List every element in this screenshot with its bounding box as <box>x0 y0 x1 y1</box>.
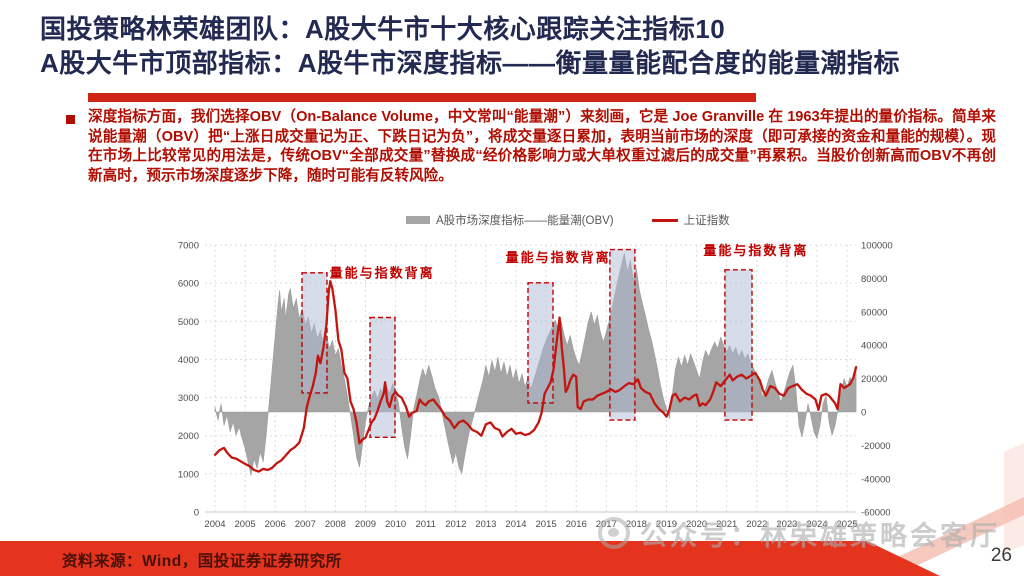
svg-text:2004: 2004 <box>204 519 225 530</box>
svg-text:2005: 2005 <box>235 519 256 530</box>
svg-text:量能与指数背离: 量能与指数背离 <box>703 243 808 258</box>
svg-text:2022: 2022 <box>746 519 767 530</box>
svg-text:100000: 100000 <box>861 241 893 252</box>
svg-text:-60000: -60000 <box>861 508 891 519</box>
svg-text:2007: 2007 <box>295 519 316 530</box>
svg-text:7000: 7000 <box>178 241 199 252</box>
svg-text:80000: 80000 <box>861 274 887 285</box>
svg-text:5000: 5000 <box>178 317 199 328</box>
svg-text:2020: 2020 <box>686 519 707 530</box>
svg-text:2000: 2000 <box>178 431 199 442</box>
svg-text:4000: 4000 <box>178 355 199 366</box>
footer-red-band <box>0 541 940 576</box>
svg-text:2016: 2016 <box>566 519 587 530</box>
svg-text:2025: 2025 <box>837 519 858 530</box>
svg-text:2012: 2012 <box>445 519 466 530</box>
body-paragraph: 深度指标方面，我们选择OBV（On-Balance Volume，中文常叫“能量… <box>88 109 996 184</box>
svg-text:2014: 2014 <box>505 519 526 530</box>
svg-text:1000: 1000 <box>178 469 199 480</box>
page-title-line1: 国投策略林荣雄团队：A股大牛市十大核心跟踪关注指标10 <box>40 14 726 44</box>
legend-item-obv: A股市场深度指标——能量潮(OBV) <box>406 212 614 228</box>
footer-pink-swoosh <box>858 497 1024 576</box>
svg-text:40000: 40000 <box>861 341 887 352</box>
svg-text:2009: 2009 <box>355 519 376 530</box>
svg-text:0: 0 <box>194 508 199 519</box>
svg-text:-20000: -20000 <box>861 441 891 452</box>
bullet-square-icon <box>66 115 75 124</box>
footer-pink-strip <box>1004 443 1024 553</box>
legend-obv-label: A股市场深度指标——能量潮(OBV) <box>436 215 614 227</box>
page-title: 国投策略林荣雄团队：A股大牛市十大核心跟踪关注指标10 A股大牛市顶部指标：A股… <box>40 12 1020 80</box>
source-note: 资料来源：Wind，国投证券证券研究所 <box>62 553 342 570</box>
obv-area-swatch-icon <box>406 216 430 224</box>
svg-text:量能与指数背离: 量能与指数背离 <box>506 250 611 265</box>
svg-text:6000: 6000 <box>178 279 199 290</box>
svg-text:2006: 2006 <box>265 519 286 530</box>
legend-item-index: 上证指数 <box>651 212 730 228</box>
svg-text:2011: 2011 <box>415 519 435 530</box>
svg-text:2021: 2021 <box>716 519 737 530</box>
svg-text:-40000: -40000 <box>861 474 891 485</box>
svg-text:60000: 60000 <box>861 307 887 318</box>
svg-text:2024: 2024 <box>806 519 827 530</box>
svg-text:2008: 2008 <box>325 519 346 530</box>
svg-text:2018: 2018 <box>626 519 647 530</box>
wechat-logo-icon <box>598 517 630 549</box>
svg-text:20000: 20000 <box>861 374 887 385</box>
title-underline-bar <box>88 93 756 102</box>
watermark-text: 公众号：林荣雄策略会客厅 <box>640 521 1000 551</box>
svg-text:3000: 3000 <box>178 393 199 404</box>
svg-text:2013: 2013 <box>475 519 496 530</box>
svg-text:2015: 2015 <box>536 519 557 530</box>
chart-legend: A股市场深度指标——能量潮(OBV) 上证指数 <box>406 212 730 228</box>
legend-index-label: 上证指数 <box>683 215 730 227</box>
index-line-swatch-icon <box>651 218 678 222</box>
page-title-line2: A股大牛市顶部指标：A股牛市深度指标——衡量量能配合度的能量潮指标 <box>40 48 901 78</box>
svg-text:量能与指数背离: 量能与指数背离 <box>330 265 435 280</box>
page-number: 26 <box>990 545 1012 566</box>
svg-text:2010: 2010 <box>385 519 406 530</box>
svg-text:2019: 2019 <box>656 519 677 530</box>
svg-text:2023: 2023 <box>776 519 797 530</box>
svg-text:0: 0 <box>861 408 866 419</box>
